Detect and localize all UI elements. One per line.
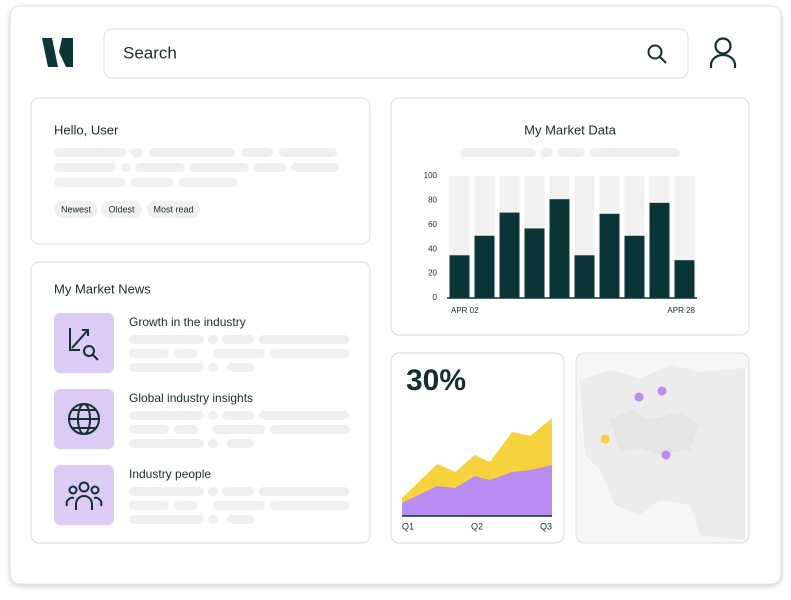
placeholder-line [129, 411, 204, 420]
bar [449, 255, 470, 298]
placeholder-line [259, 411, 349, 420]
chart-title: My Market Data [524, 122, 617, 137]
y-tick-label: 0 [433, 293, 438, 302]
placeholder-line [259, 487, 349, 496]
placeholder-line [291, 163, 339, 172]
news-item-title: Growth in the industry [129, 315, 246, 329]
placeholder-line [227, 439, 254, 448]
bar [499, 212, 520, 298]
news-item-title: Industry people [129, 467, 211, 481]
placeholder-line [129, 501, 169, 510]
x-tick-label: Q3 [540, 521, 552, 531]
placeholder-line [131, 148, 143, 157]
news-title: My Market News [54, 281, 151, 296]
placeholder-line [460, 148, 536, 157]
bar [649, 202, 670, 298]
placeholder-line [178, 178, 238, 187]
placeholder-line [174, 425, 198, 434]
people-icon [65, 481, 103, 510]
tag-label: Oldest [108, 204, 135, 214]
search-placeholder: Search [123, 43, 177, 62]
placeholder-line [208, 487, 218, 496]
x-tick-label: APR 28 [667, 306, 695, 315]
placeholder-line [222, 335, 254, 344]
placeholder-line [189, 163, 249, 172]
placeholder-line [279, 148, 337, 157]
y-tick-label: 100 [424, 171, 438, 180]
bar [549, 199, 570, 298]
bar [474, 235, 495, 298]
placeholder-line [270, 501, 350, 510]
globe-icon [68, 403, 100, 435]
user-icon[interactable] [709, 37, 737, 69]
placeholder-line [213, 349, 265, 358]
placeholder-line [135, 163, 185, 172]
placeholder-line [129, 515, 204, 524]
bar [674, 260, 695, 298]
y-tick-label: 80 [428, 196, 437, 205]
placeholder-line [54, 178, 126, 187]
placeholder-line [149, 148, 235, 157]
placeholder-line [208, 515, 218, 524]
placeholder-line [54, 148, 126, 157]
y-tick-label: 60 [428, 220, 437, 229]
headline-value: 30% [406, 364, 466, 397]
placeholder-line [253, 163, 286, 172]
x-tick-label: APR 02 [451, 306, 479, 315]
news-icon-bg [54, 313, 114, 373]
bar [574, 255, 595, 298]
area [402, 465, 552, 516]
placeholder-line [208, 411, 218, 420]
y-tick-label: 20 [428, 269, 437, 278]
placeholder-line [590, 148, 680, 157]
placeholder-line [557, 148, 585, 157]
x-tick-label: Q1 [402, 521, 414, 531]
placeholder-line [129, 363, 204, 372]
placeholder-line [208, 439, 218, 448]
placeholder-line [121, 163, 131, 172]
placeholder-line [129, 425, 169, 434]
tag[interactable] [147, 201, 200, 218]
placeholder-line [213, 501, 265, 510]
bar [524, 228, 545, 298]
placeholder-line [174, 349, 198, 358]
tag[interactable] [101, 201, 142, 218]
logo [42, 38, 73, 67]
bar [599, 213, 620, 298]
growth-icon [69, 328, 99, 361]
placeholder-line [54, 163, 116, 172]
placeholder-line [129, 487, 204, 496]
placeholder-line [129, 335, 204, 344]
map [580, 365, 745, 540]
placeholder-line [259, 335, 349, 344]
y-tick-label: 40 [428, 244, 437, 253]
placeholder-line [174, 501, 198, 510]
placeholder-line [129, 439, 204, 448]
bar [624, 235, 645, 298]
search-box[interactable] [103, 28, 689, 79]
placeholder-line [222, 411, 254, 420]
placeholder-line [213, 425, 265, 434]
placeholder-line [540, 148, 553, 157]
tag-label: Most read [153, 204, 193, 214]
placeholder-line [270, 349, 350, 358]
placeholder-line [227, 515, 254, 524]
search-icon[interactable] [647, 44, 667, 64]
placeholder-line [131, 178, 173, 187]
x-tick-label: Q2 [471, 521, 483, 531]
placeholder-line [129, 349, 169, 358]
tag[interactable] [54, 201, 98, 218]
placeholder-line [270, 425, 350, 434]
placeholder-line [208, 335, 218, 344]
news-item-title: Global industry insights [129, 391, 253, 405]
greeting-title: Hello, User [54, 122, 119, 137]
tag-label: Newest [61, 204, 92, 214]
news-card [30, 261, 371, 544]
placeholder-line [208, 363, 218, 372]
placeholder-line [241, 148, 273, 157]
placeholder-line [222, 487, 254, 496]
placeholder-line [227, 363, 254, 372]
